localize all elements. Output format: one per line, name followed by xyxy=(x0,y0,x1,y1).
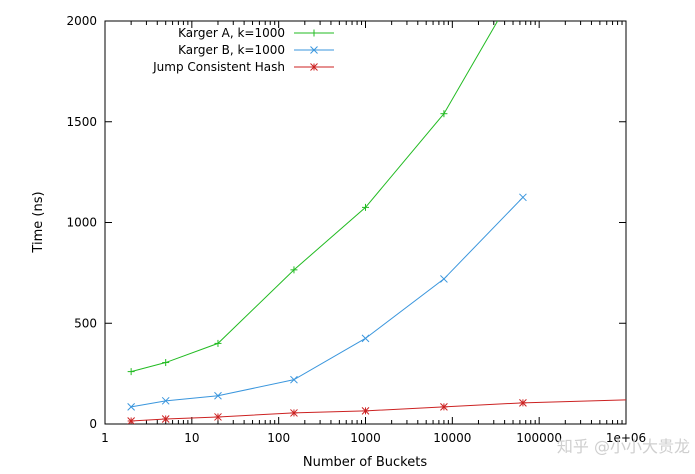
data-point-series-2 xyxy=(161,396,170,405)
data-point-series-3 xyxy=(214,413,222,421)
series-line-2 xyxy=(131,196,524,408)
data-point-series-3 xyxy=(127,417,135,424)
data-point-series-1 xyxy=(214,339,222,347)
data-point-series-3 xyxy=(161,415,170,423)
legend: Karger A, k=1000 Karger B, k=1000 Jump Con… xyxy=(152,26,334,74)
y-tick-label: 2000 xyxy=(66,14,97,28)
data-point-series-1 xyxy=(290,266,298,274)
data-point-series-3 xyxy=(361,407,370,415)
x-tick-label: 100000 xyxy=(516,431,562,445)
data-point-series-1 xyxy=(127,368,135,376)
x-tick-label: 10000 xyxy=(433,431,471,445)
x-tick-label: 1e+06 xyxy=(606,431,646,445)
legend-label: Jump Consistent Hash xyxy=(152,60,285,74)
x-tick-label: 100 xyxy=(267,431,290,445)
y-axis: 0 500 1000 1500 2000 xyxy=(66,14,626,431)
plot-frame xyxy=(104,20,627,425)
legend-marker xyxy=(310,63,318,71)
x-axis-title: Number of Buckets xyxy=(303,455,427,470)
data-point-series-1 xyxy=(501,5,508,12)
plot-border xyxy=(104,20,627,425)
data-point-series-1 xyxy=(440,110,448,118)
data-point-series-2 xyxy=(361,334,370,343)
y-axis-title: Time (ns) xyxy=(31,191,46,253)
legend-label: Karger A, k=1000 xyxy=(178,26,285,40)
data-point-series-2 xyxy=(214,391,222,400)
data-point-series-3 xyxy=(440,403,448,411)
data-point-series-3 xyxy=(290,409,298,417)
data-point-series-2 xyxy=(519,193,527,202)
y-tick-label: 1500 xyxy=(66,115,97,129)
watermark-text: 知乎 @小小大贵龙 xyxy=(557,437,690,456)
legend-marker xyxy=(310,46,318,54)
x-tick-label: 1000 xyxy=(350,431,381,445)
data-point-series-2 xyxy=(290,375,298,384)
x-tick-label: 10 xyxy=(184,431,199,445)
x-axis: 1 10 100 1000 10000 100000 1e+06 xyxy=(101,21,646,445)
y-tick-label: 0 xyxy=(89,417,97,431)
data-point-series-1 xyxy=(162,359,170,367)
data-point-series-3 xyxy=(519,398,527,407)
legend-label: Karger B, k=1000 xyxy=(178,43,285,57)
data-point-series-2 xyxy=(127,403,135,411)
legend-marker xyxy=(310,29,318,37)
y-tick-label: 500 xyxy=(74,316,97,330)
series-line-3 xyxy=(131,399,626,422)
y-tick-label: 1000 xyxy=(66,216,97,230)
x-tick-label: 1 xyxy=(101,431,109,445)
data-point-series-1 xyxy=(362,203,369,211)
series-layer xyxy=(127,5,626,424)
data-point-series-2 xyxy=(440,275,448,283)
